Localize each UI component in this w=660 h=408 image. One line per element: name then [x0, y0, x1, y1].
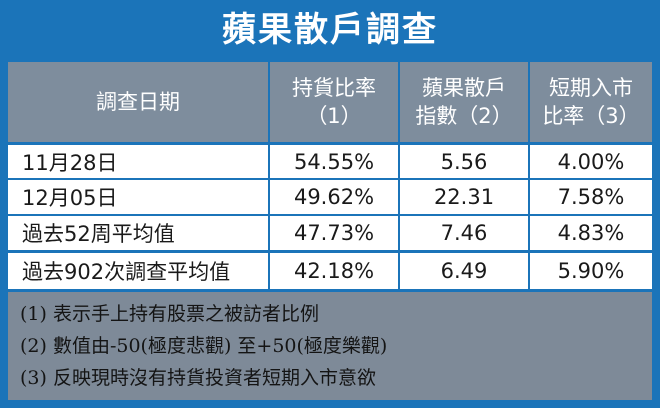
header-text: （1） — [306, 104, 362, 128]
value-cell: 5.56 — [400, 145, 528, 178]
header-text: 短期入市 — [549, 76, 633, 100]
value-cell: 5.90% — [530, 253, 652, 289]
value-cell: 4.83% — [530, 216, 652, 250]
row-label: 過去52周平均值 — [8, 216, 268, 250]
note: (1) 表示手上持有股票之被訪者比例 — [20, 303, 319, 325]
row-label: 過去902次調查平均值 — [8, 253, 268, 289]
row-label: 12月05日 — [8, 180, 268, 214]
header-text: 蘋果散戶 — [422, 76, 506, 100]
header-text: 指數（2） — [415, 104, 513, 128]
value-cell: 47.73% — [270, 216, 398, 250]
title: 蘋果散戶調查 — [222, 10, 438, 50]
header-text: 持貨比率 — [292, 76, 376, 100]
value-cell: 42.18% — [270, 253, 398, 289]
header-text: 調查日期 — [96, 90, 180, 114]
value-cell: 54.55% — [270, 145, 398, 178]
header-cell: 蘋果散戶指數（2） — [400, 62, 528, 142]
value-cell: 49.62% — [270, 180, 398, 214]
notes: (1) 表示手上持有股票之被訪者比例 (2) 數值由-50(極度悲觀) 至+50(… — [8, 292, 652, 400]
note: (2) 數值由-50(極度悲觀) 至+50(極度樂觀) — [20, 335, 388, 357]
header-cell: 持貨比率 （1） — [270, 62, 398, 142]
value-cell: 7.58% — [530, 180, 652, 214]
header-text: 比率（3） — [542, 104, 640, 128]
row-label: 11月28日 — [8, 145, 268, 178]
value-cell: 4.00% — [530, 145, 652, 178]
value-cell: 7.46 — [400, 216, 528, 250]
value-cell: 22.31 — [400, 180, 528, 214]
header-cell: 短期入市比率（3） — [530, 62, 652, 142]
value-cell: 6.49 — [400, 253, 528, 289]
note: (3) 反映現時沒有持貨投資者短期入市意欲 — [20, 367, 376, 389]
header-cell: 調查日期 — [8, 62, 268, 142]
